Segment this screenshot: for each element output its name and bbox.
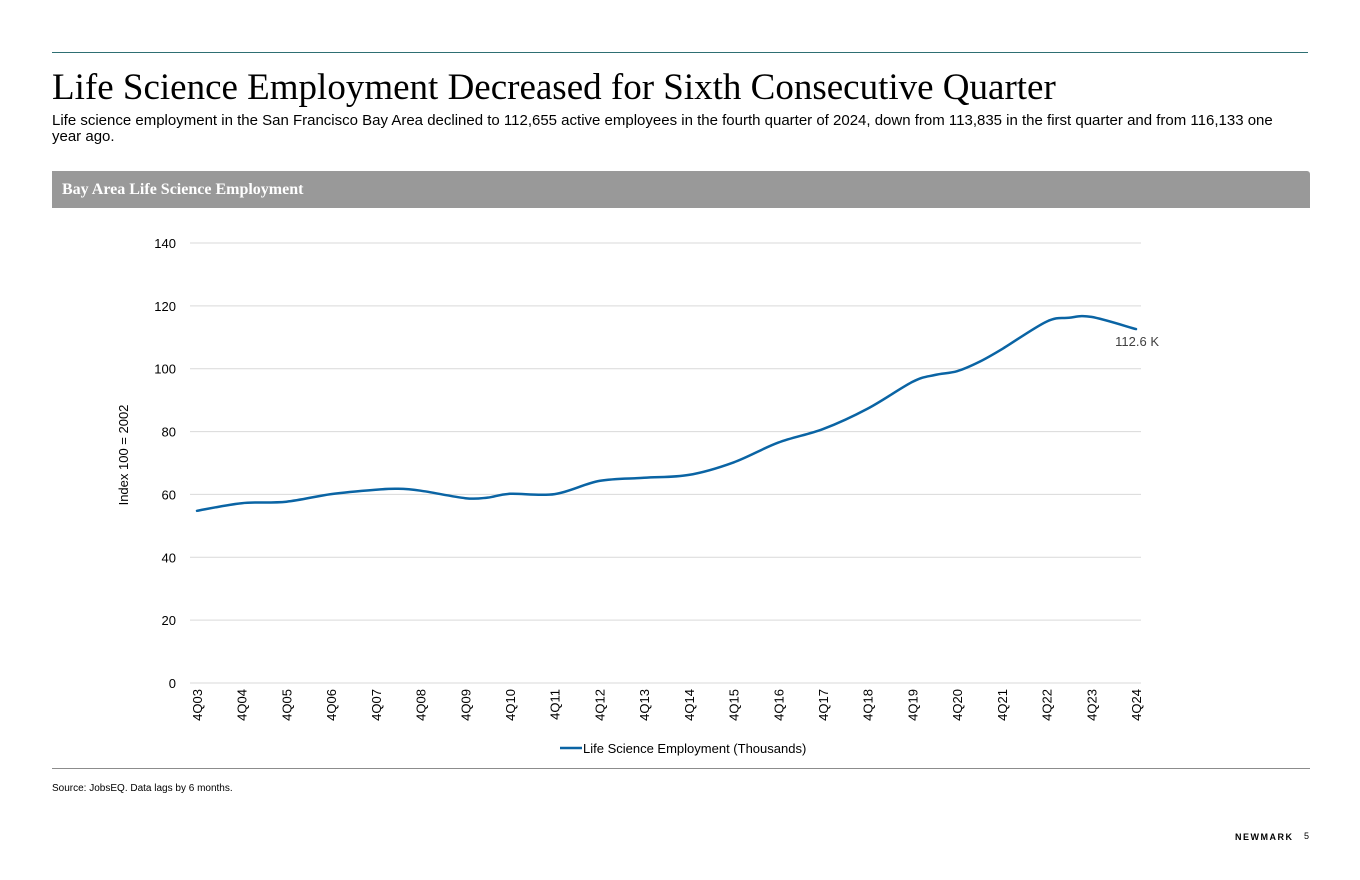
top-rule (52, 52, 1308, 53)
x-tick-label: 4Q12 (592, 689, 607, 721)
chart-header-title: Bay Area Life Science Employment (62, 181, 304, 198)
y-tick-label: 80 (162, 425, 176, 440)
x-tick-label: 4Q10 (503, 689, 518, 721)
x-tick-label: 4Q11 (548, 689, 563, 720)
y-tick-label: 140 (154, 236, 176, 251)
x-tick-label: 4Q06 (324, 689, 339, 721)
legend-label: Life Science Employment (Thousands) (583, 741, 806, 756)
y-tick-label: 0 (169, 676, 176, 691)
chart-header: Bay Area Life Science Employment (52, 171, 1310, 208)
x-tick-label: 4Q18 (861, 689, 876, 721)
y-tick-label: 60 (162, 487, 176, 502)
brand-logo: NEWMARK (1235, 832, 1294, 842)
bottom-rule (52, 768, 1310, 769)
x-tick-label: 4Q24 (1129, 689, 1144, 721)
x-tick-label: 4Q17 (816, 689, 831, 721)
x-tick-label: 4Q15 (727, 689, 742, 721)
y-tick-label: 20 (162, 613, 176, 628)
x-tick-label: 4Q05 (279, 689, 294, 721)
x-tick-label: 4Q22 (1040, 689, 1055, 721)
x-tick-label: 4Q23 (1084, 689, 1099, 721)
x-tick-label: 4Q19 (905, 689, 920, 721)
x-tick-label: 4Q16 (771, 689, 786, 721)
x-tick-label: 4Q09 (458, 689, 473, 721)
x-tick-label: 4Q14 (682, 689, 697, 721)
data-label-last-value: 112.6 K (1115, 334, 1159, 349)
x-tick-label: 4Q03 (190, 689, 205, 721)
y-tick-label: 40 (162, 550, 176, 565)
x-tick-label: 4Q13 (637, 689, 652, 721)
x-tick-label: 4Q04 (235, 689, 250, 721)
x-tick-label: 4Q07 (369, 689, 384, 721)
page-title: Life Science Employment Decreased for Si… (52, 67, 1056, 108)
source-note: Source: JobsEQ. Data lags by 6 months. (52, 783, 233, 794)
x-tick-label: 4Q21 (995, 689, 1010, 721)
y-axis-label: Index 100 = 2002 (116, 405, 131, 506)
y-tick-label: 120 (154, 299, 176, 314)
x-tick-label: 4Q20 (950, 689, 965, 721)
page-subtitle: Life science employment in the San Franc… (52, 112, 1273, 145)
page-number: 5 (1304, 831, 1310, 841)
x-tick-label: 4Q08 (414, 689, 429, 721)
series-line-life-science-employment (195, 314, 1138, 513)
y-tick-label: 100 (154, 362, 176, 377)
